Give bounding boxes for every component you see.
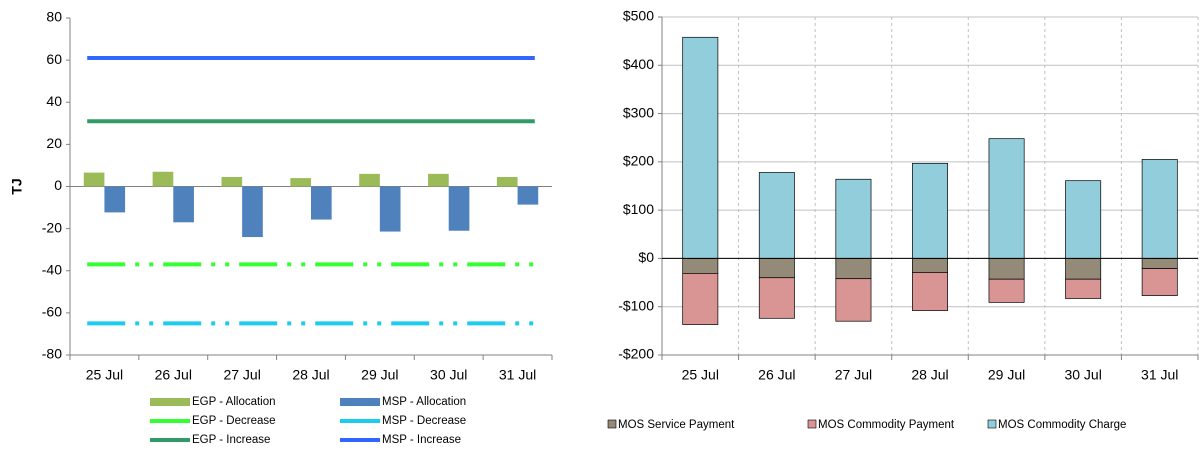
bar [448,186,470,231]
x-tick-label: 27 Jul [835,367,872,383]
y-tick-label: -20 [42,219,62,235]
y-tick-label: -$100 [618,297,654,313]
x-tick-label: 30 Jul [430,367,467,383]
legend-label: MSP - Decrease [382,415,466,427]
y-axis-label: TJ [9,178,25,194]
legend-label: EGP - Increase [192,434,270,446]
bar [311,186,332,220]
legend-label: MSP - Increase [382,434,461,446]
bar [242,186,263,238]
y-tick-label: $100 [623,201,654,217]
y-tick-label: 20 [46,135,62,151]
y-tick-label: $300 [623,104,654,120]
bar-segment [1065,180,1102,259]
y-tick-label: 0 [54,177,62,193]
bar [359,173,380,187]
bar-segment [758,277,795,319]
bar-segment [835,278,872,322]
bar [104,186,126,213]
bar-segment [682,36,719,259]
bar [517,186,539,205]
bar-segment [1065,258,1102,280]
y-tick-label: -60 [42,304,62,320]
bar-segment [912,272,948,311]
bar-segment [988,138,1025,259]
x-tick-label: 26 Jul [758,367,795,383]
bar [221,177,243,187]
x-tick-label: 31 Jul [499,367,536,383]
bar [428,173,449,187]
y-tick-label: 40 [46,93,62,109]
x-tick-label: 28 Jul [292,367,329,383]
bar-segment [682,258,719,274]
legend-label: MOS Commodity Charge [998,419,1126,431]
bar-segment [1141,159,1178,259]
legend-label: EGP - Allocation [192,396,276,408]
bar-segment [988,258,1025,280]
bar-segment [912,258,948,273]
legend-swatch [807,419,817,429]
y-tick-label: -80 [42,346,62,362]
x-tick-label: 30 Jul [1064,367,1101,383]
bar-segment [912,162,948,259]
x-tick-label: 28 Jul [911,367,948,383]
bar [379,186,401,232]
y-tick-label: $400 [623,56,654,72]
bar-segment [1065,278,1102,299]
legend-label: EGP - Decrease [192,415,276,427]
bar-segment [835,258,872,280]
bar [173,186,194,223]
x-tick-label: 31 Jul [1141,367,1178,383]
bar-segment [682,273,719,325]
bar-segment [835,178,872,259]
bar [152,171,174,187]
bar-segment [1141,258,1178,269]
legend-swatch [340,398,380,406]
x-tick-label: 29 Jul [988,367,1025,383]
bar-segment [758,172,795,259]
legend-label: MOS Service Payment [618,419,735,431]
y-tick-label: -40 [42,261,62,277]
y-tick-label: $200 [623,153,654,169]
bar-segment [988,278,1025,303]
legend-label: MOS Commodity Payment [818,419,955,431]
x-tick-label: 25 Jul [682,367,719,383]
legend-label: MSP - Allocation [382,396,466,408]
legend-swatch [150,398,190,406]
bar [290,178,311,187]
bar-segment [758,258,795,279]
y-tick-label: 80 [46,9,62,25]
x-tick-label: 25 Jul [86,367,123,383]
y-tick-label: -$200 [618,346,654,362]
x-tick-label: 27 Jul [223,367,260,383]
bar [496,177,518,187]
legend-swatch [987,419,997,429]
x-tick-label: 26 Jul [155,367,192,383]
x-tick-label: 29 Jul [361,367,398,383]
y-tick-label: 60 [46,51,62,67]
y-tick-label: $500 [623,8,654,24]
bar-segment [1141,268,1178,296]
bar [83,172,105,187]
legend-swatch [607,419,617,429]
y-tick-label: $0 [638,249,654,265]
